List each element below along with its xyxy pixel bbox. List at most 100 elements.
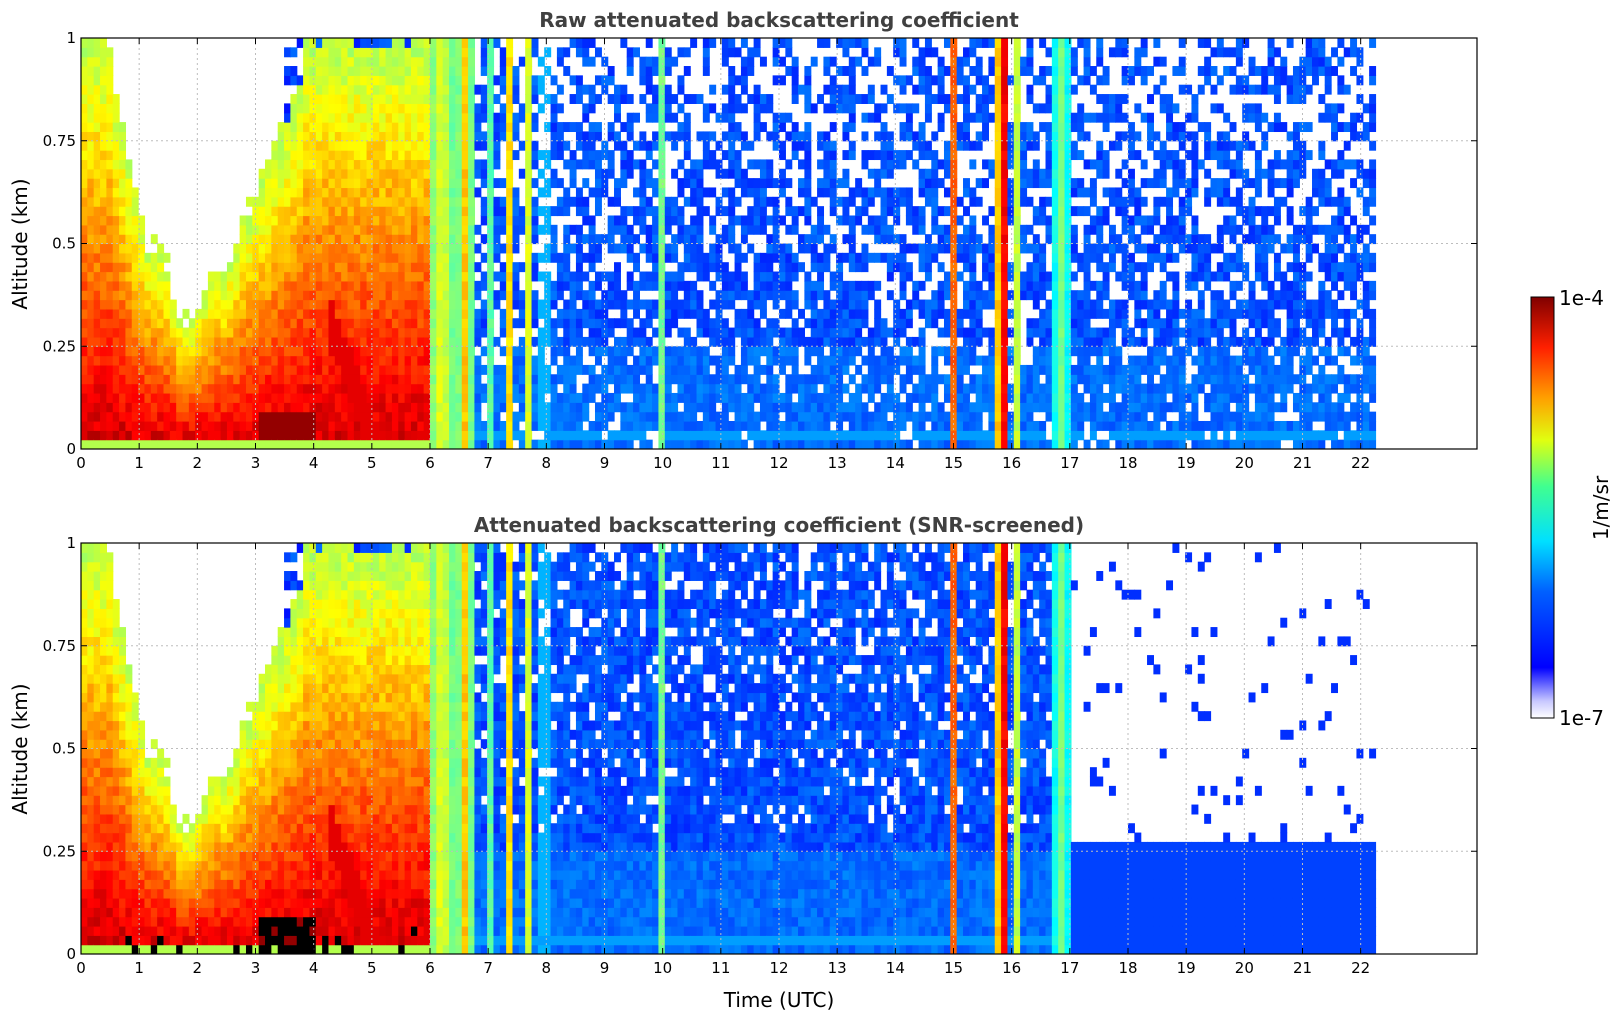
heatmap-cell [956,94,964,104]
heatmap-cell [556,280,564,291]
heatmap-cell [112,122,120,133]
heatmap-cell [277,336,285,347]
heatmap-cell [829,122,837,133]
heatmap-cell [677,215,685,226]
heatmap-cell [341,411,349,422]
heatmap-cell [1026,196,1034,207]
heatmap-cell [943,420,951,431]
heatmap-cell [499,364,507,375]
heatmap-cell [563,122,571,133]
heatmap-cell [823,336,831,347]
heatmap-cell [518,103,526,114]
heatmap-cell [138,336,146,347]
heatmap-cell [766,430,774,441]
heatmap-cell [836,355,844,366]
heatmap-cell [791,355,799,366]
heatmap-cell [690,224,698,235]
heatmap-cell [886,131,894,142]
heatmap-cell [341,439,349,449]
heatmap-cell [867,187,875,198]
heatmap-cell [823,374,831,385]
heatmap-cell [842,66,850,76]
heatmap-cell [201,420,209,431]
heatmap-cell [176,327,184,338]
heatmap-cell [937,262,945,273]
heatmap-cell [614,271,621,282]
heatmap-cell [747,430,755,441]
heatmap-cell [645,178,653,189]
heatmap-cell [436,84,444,95]
heatmap-cell [759,439,767,449]
heatmap-cell [810,280,818,291]
heatmap-cell [341,187,349,198]
heatmap-cell [709,355,717,366]
heatmap-cell [931,224,939,235]
heatmap-cell [975,308,983,319]
heatmap-cell [779,252,786,263]
heatmap-cell [328,271,336,282]
heatmap-cell [721,374,729,385]
heatmap-cell [588,336,596,347]
heatmap-cell [994,430,1002,441]
heatmap-cell [855,299,863,310]
heatmap-cell [284,271,291,282]
heatmap-cell [810,224,818,235]
heatmap-cell [265,439,272,449]
heatmap-cell [645,140,653,151]
heatmap-cell [994,299,1002,310]
heatmap-cell [442,299,450,310]
heatmap-cell [639,75,647,86]
heatmap-cell [772,430,780,441]
heatmap-cell [455,346,463,357]
heatmap-cell [683,94,691,104]
heatmap-cell [81,290,88,301]
heatmap-cell [366,271,374,282]
heatmap-cell [924,75,932,86]
heatmap-cell [937,290,945,301]
heatmap-cell [131,196,139,207]
heatmap-cell [861,299,869,310]
heatmap-cell [804,243,812,254]
heatmap-cell [690,196,698,207]
heatmap-cell [1026,430,1034,441]
heatmap-cell [1013,290,1021,301]
heatmap-cell [119,271,127,282]
heatmap-cell [87,262,95,273]
heatmap-cell [759,159,767,170]
heatmap-cell [766,94,774,104]
heatmap-cell [626,224,634,235]
heatmap-cell [937,159,945,170]
heatmap-cell [645,234,653,245]
heatmap-cell [772,243,780,254]
heatmap-cell [588,187,596,198]
heatmap-cell [1001,131,1009,142]
heatmap-cell [1013,140,1021,151]
heatmap-cell [449,336,456,347]
heatmap-cell [709,38,717,48]
heatmap-cell [842,122,850,133]
heatmap-cell [379,150,387,161]
heatmap-cell [417,224,425,235]
heatmap-cell [468,206,476,217]
heatmap-cell [493,234,501,245]
heatmap-cell [918,280,926,291]
heatmap-cell [525,206,533,217]
heatmap-cell [506,252,514,263]
heatmap-cell [1032,234,1040,245]
heatmap-cell [677,122,685,133]
heatmap-cell [690,336,698,347]
heatmap-cell [1020,140,1028,151]
heatmap-cell [410,411,418,422]
heatmap-cell [975,280,983,291]
heatmap-cell [131,383,139,394]
heatmap-cell [277,299,285,310]
heatmap-cell [290,262,298,273]
heatmap-cell [899,439,907,449]
heatmap-cell [468,411,476,422]
heatmap-cell [436,318,444,329]
heatmap-cell [880,402,888,413]
heatmap-cell [106,159,114,170]
heatmap-cell [341,150,349,161]
heatmap-cell [963,140,970,151]
heatmap-cell [772,252,780,263]
